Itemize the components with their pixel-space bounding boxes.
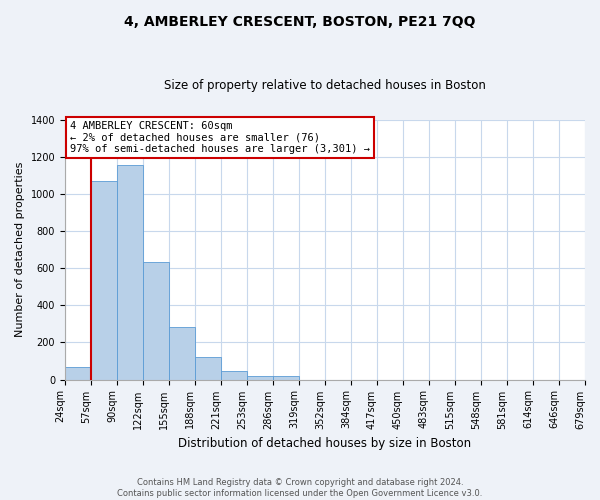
Bar bbox=[117, 165, 143, 380]
Text: Contains HM Land Registry data © Crown copyright and database right 2024.
Contai: Contains HM Land Registry data © Crown c… bbox=[118, 478, 482, 498]
Title: Size of property relative to detached houses in Boston: Size of property relative to detached ho… bbox=[164, 79, 486, 92]
Bar bbox=[273, 376, 299, 380]
Bar bbox=[221, 370, 247, 380]
Bar bbox=[65, 368, 91, 380]
Bar bbox=[91, 181, 117, 380]
Y-axis label: Number of detached properties: Number of detached properties bbox=[15, 162, 25, 337]
X-axis label: Distribution of detached houses by size in Boston: Distribution of detached houses by size … bbox=[178, 437, 472, 450]
Bar bbox=[195, 358, 221, 380]
Bar bbox=[169, 326, 195, 380]
Bar bbox=[143, 262, 169, 380]
Text: 4, AMBERLEY CRESCENT, BOSTON, PE21 7QQ: 4, AMBERLEY CRESCENT, BOSTON, PE21 7QQ bbox=[124, 15, 476, 29]
Text: 4 AMBERLEY CRESCENT: 60sqm
← 2% of detached houses are smaller (76)
97% of semi-: 4 AMBERLEY CRESCENT: 60sqm ← 2% of detac… bbox=[70, 121, 370, 154]
Bar bbox=[247, 376, 273, 380]
